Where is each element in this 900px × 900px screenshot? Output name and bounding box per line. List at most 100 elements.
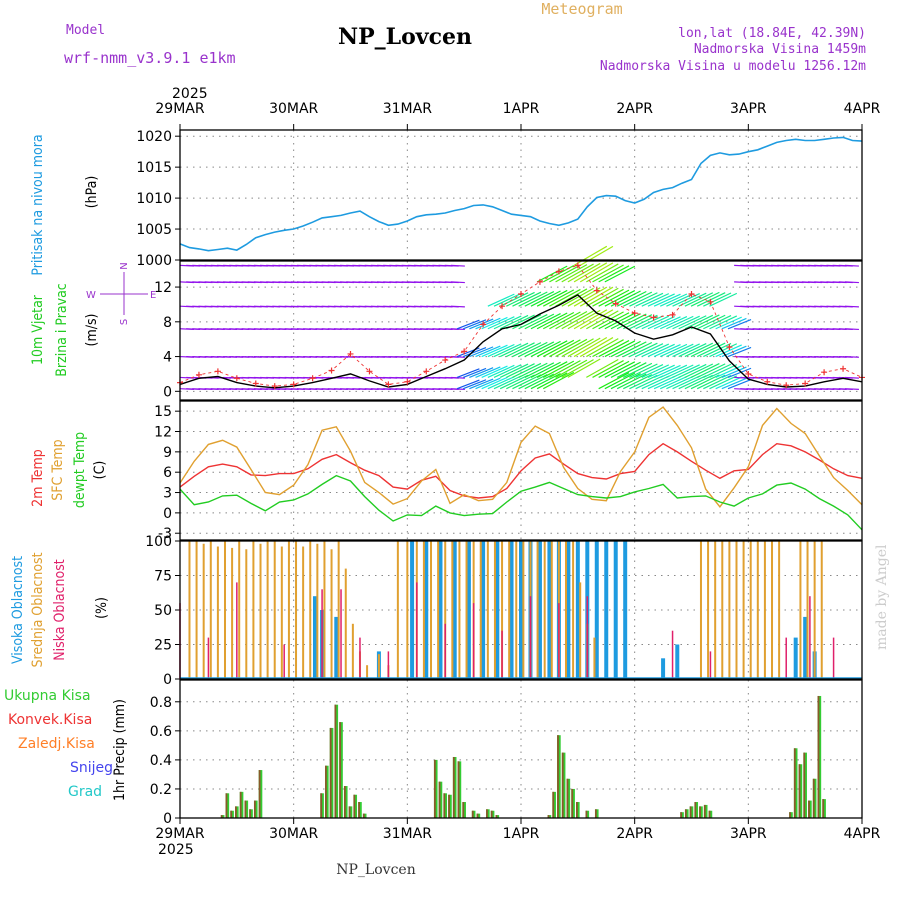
xtick-bottom-label: 1APR — [503, 826, 540, 842]
wind-arrow — [463, 319, 487, 330]
wind-arrow — [524, 341, 555, 358]
precip-bar-conv — [694, 802, 697, 818]
ytick-label-precip: 0.6 — [150, 724, 172, 740]
cloud-bar-mid — [266, 541, 269, 679]
cloud-bar-mid — [522, 541, 525, 679]
wind-gust-marker — [214, 368, 221, 375]
temp-line-t2m — [179, 442, 863, 499]
wind-arrow — [610, 340, 641, 358]
precip-bar-conv — [320, 793, 323, 818]
wind-arrow — [844, 355, 859, 358]
wind-arrow — [844, 376, 859, 379]
cloud-bar-low — [472, 603, 475, 679]
wind-arrow — [653, 316, 681, 330]
precip-bar-conv — [348, 806, 351, 818]
precip-bar-total — [258, 770, 263, 818]
wind-arrow — [493, 343, 522, 358]
cloud-bar-mid — [806, 541, 809, 679]
cloud-bar-mid — [564, 541, 567, 679]
precip-bar-conv — [571, 788, 574, 818]
wind-arrow — [573, 286, 608, 307]
wind-arrow — [573, 337, 608, 358]
ytick-label-temperature: 15 — [154, 404, 172, 420]
cloud-bar-high — [481, 541, 486, 679]
wind-arrow — [598, 289, 630, 307]
panel-wind: 0 4 8 12 — [154, 245, 865, 400]
precip-legend-item: Ukupna Kisa — [4, 688, 91, 704]
precip-bar-conv — [812, 778, 815, 818]
wind-gust-marker — [328, 367, 335, 374]
wind-arrow — [567, 262, 601, 283]
precip-bar-conv — [557, 735, 559, 818]
cloud-bar-mid — [771, 541, 774, 679]
wind-arrow — [659, 364, 688, 378]
wind-arrow — [715, 376, 742, 390]
cloud-bar-low — [558, 603, 560, 679]
wind-arrow — [586, 263, 619, 283]
cloud-bar-mid — [430, 541, 433, 679]
cloud-bar-mid — [223, 541, 226, 679]
cloud-bar-mid — [813, 541, 816, 679]
xtick-top-label: 30MAR — [269, 101, 318, 117]
precip-bar-total — [471, 810, 476, 818]
cloud-bar-low — [671, 630, 674, 679]
wind-arrow — [604, 290, 636, 307]
model-name: wrf-nmm_v3.9.1 e1km — [64, 49, 236, 67]
wind-arrow — [549, 360, 581, 378]
cloud-bar-high — [661, 658, 666, 679]
pressure-title: Pritisak na nivou mora — [30, 134, 46, 275]
precip-bar-conv — [476, 813, 479, 818]
wind-arrow — [684, 363, 714, 378]
cloud-bar-mid — [493, 541, 496, 679]
wind-gust-marker — [385, 381, 392, 388]
wind-arrow — [524, 362, 555, 378]
ytick-label-temperature: 9 — [163, 445, 172, 461]
ytick-label-temperature: 6 — [163, 465, 172, 481]
wind-arrow — [506, 363, 535, 378]
precip-bar-conv — [443, 793, 446, 818]
xtick-top-label: 2APR — [616, 101, 653, 117]
precip-bar-conv — [225, 793, 228, 818]
wind-arrow — [549, 288, 581, 307]
wind-gust-marker — [233, 375, 240, 382]
precip-bar-conv — [362, 813, 365, 818]
precip-bar-total — [452, 756, 457, 818]
precip-bar-conv — [334, 704, 337, 818]
precip-bar-conv — [253, 800, 256, 818]
wind-arrow — [530, 290, 561, 307]
wind-arrow — [561, 287, 594, 307]
ytick-label-clouds: 0 — [163, 672, 172, 688]
wind-arrow — [512, 291, 542, 307]
wind-arrow — [616, 373, 647, 390]
wind-arrow — [586, 310, 619, 330]
wind-arrow — [727, 367, 752, 378]
wind-arrow — [678, 343, 707, 358]
precip-bar-conv — [486, 809, 488, 818]
precip-bar-total — [462, 802, 466, 818]
ytick-label-clouds: 100 — [145, 534, 172, 550]
wind-arrow — [659, 343, 688, 358]
cloud-bar-mid — [820, 541, 823, 679]
precip-bar-conv — [495, 815, 498, 818]
ytick-label-pressure: 1010 — [136, 191, 172, 207]
wind-arrow — [635, 292, 664, 307]
cloud-bar-mid — [337, 541, 340, 679]
wind-arrow — [592, 264, 624, 283]
wind-arrow — [493, 375, 522, 390]
cloud-bar-low — [236, 582, 238, 679]
wind-arrow — [536, 372, 568, 390]
cloud-bar-mid — [202, 543, 205, 679]
wind-gust-marker — [195, 371, 202, 378]
footer-label: NP_Lovcen — [336, 862, 415, 878]
wind-arrow — [592, 339, 624, 358]
wind-arrow — [696, 363, 726, 378]
cloud-bar-mid — [714, 541, 717, 679]
wind-arrow — [629, 292, 658, 307]
wind-arrow — [481, 365, 508, 378]
plot-layer: 1000100510101015102004812-30369121502550… — [136, 101, 880, 842]
wind-arrow — [549, 264, 581, 283]
precip-legend-item: Konvek.Kisa — [8, 712, 92, 728]
wind-gust-marker — [745, 370, 752, 377]
wind-arrow — [709, 375, 738, 390]
wind-arrow — [463, 347, 487, 358]
